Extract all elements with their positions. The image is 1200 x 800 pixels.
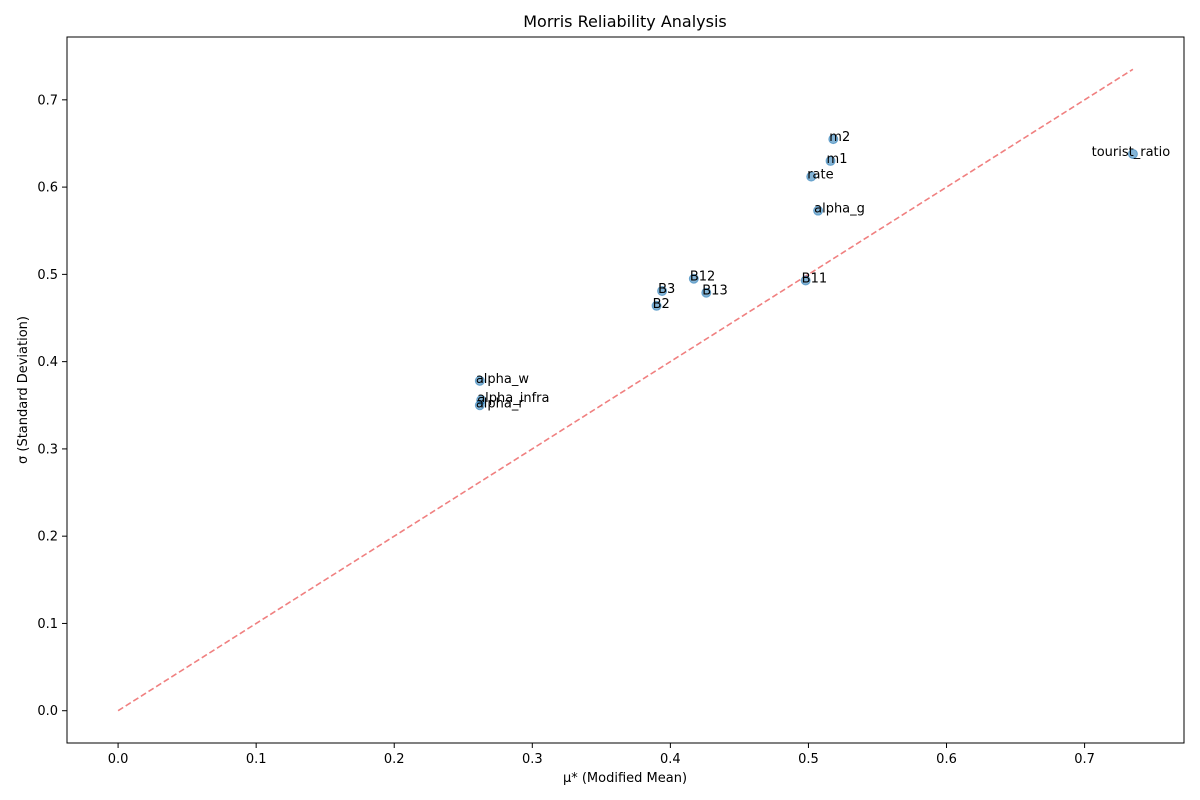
point-label-B13: B13 (702, 284, 727, 299)
point-label-B2: B2 (653, 297, 670, 312)
x-axis: 0.0 0.1 0.2 0.3 0.4 0.5 0.6 0.7 (108, 743, 1095, 767)
point-label-B12: B12 (690, 270, 715, 285)
data-point-B13 (701, 287, 712, 298)
data-point-m2 (828, 134, 839, 145)
data-point-B11 (800, 275, 811, 286)
x-tick-label: 0.5 (798, 752, 819, 767)
y-tick-label: 0.6 (37, 181, 58, 196)
point-label-alpha_w: alpha_w (476, 372, 530, 387)
y-axis-label: σ (Standard Deviation) (16, 316, 31, 464)
point-label-m2: m2 (829, 130, 850, 145)
x-tick-label: 0.3 (522, 752, 543, 767)
data-point-alpha_w (474, 375, 485, 386)
y-tick-label: 0.3 (37, 442, 58, 457)
x-tick-label: 0.4 (660, 752, 681, 767)
y-tick-label: 0.1 (37, 617, 58, 632)
data-point-B12 (688, 273, 699, 284)
point-label-B11: B11 (802, 271, 827, 286)
y-tick-label: 0.0 (37, 704, 58, 719)
point-label-alpha_infra: alpha_infra (477, 391, 549, 406)
reference-line (117, 68, 1134, 712)
point-label-tourist_ratio: tourist_ratio (1092, 145, 1171, 160)
point-label-m1: m1 (827, 152, 848, 167)
point-label-B3: B3 (658, 282, 675, 297)
x-tick-label: 0.1 (246, 752, 267, 767)
data-point-tourist_ratio (1127, 148, 1138, 159)
data-point-B3 (657, 285, 668, 296)
x-axis-label: μ* (Modified Mean) (563, 771, 687, 786)
y-axis: 0.0 0.1 0.2 0.3 0.4 0.5 0.6 0.7 (37, 93, 67, 719)
plot-frame (66, 36, 1185, 744)
data-point-rate (806, 171, 817, 182)
data-point-alpha_g (813, 205, 824, 216)
point-label-rate: rate (807, 168, 833, 183)
x-tick-label: 0.6 (936, 752, 957, 767)
y-tick-label: 0.7 (37, 93, 58, 108)
data-point-m1 (825, 155, 836, 166)
x-tick-label: 0.0 (108, 752, 129, 767)
x-tick-label: 0.7 (1074, 752, 1095, 767)
chart-title: Morris Reliability Analysis (523, 12, 727, 31)
x-tick-label: 0.2 (384, 752, 405, 767)
point-label-alpha_g: alpha_g (814, 202, 865, 217)
data-point-B2 (651, 300, 662, 311)
y-tick-label: 0.4 (37, 355, 58, 370)
point-label-alpha_r: alpha_r (476, 396, 525, 411)
y-tick-label: 0.5 (37, 268, 58, 283)
data-point-alpha_r (474, 400, 485, 411)
y-tick-label: 0.2 (37, 530, 58, 545)
